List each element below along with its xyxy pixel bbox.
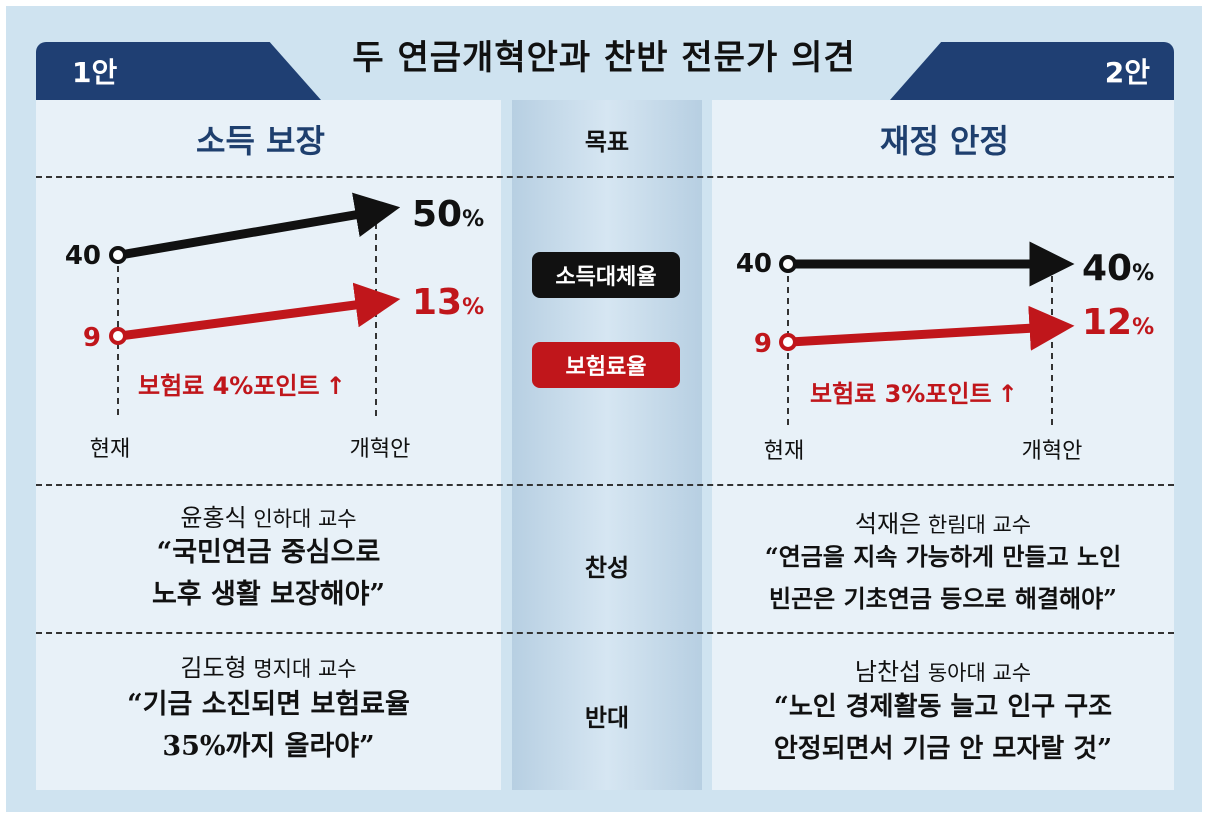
plan1-replacement-to: 50% <box>412 194 484 235</box>
plan1-con-affiliation: 명지대 교수 <box>253 657 357 681</box>
plan2-pro-quote-line1: “연금을 지속 가능하게 만들고 노인 <box>764 542 1122 571</box>
plan1-contribution-note: 보험료 4%포인트 ↑ <box>138 372 346 400</box>
plan1-x-label-current: 현재 <box>90 437 130 462</box>
plan2-replacement-start-dot <box>779 255 797 273</box>
plan1-contribution-from: 9 <box>83 323 101 353</box>
plan2-pro-quote: “연금을 지속 가능하게 만들고 노인 빈곤은 기초연금 등으로 해결해야” <box>712 536 1174 620</box>
plan2-contribution-note: 보험료 3%포인트 ↑ <box>810 380 1018 408</box>
plan1-contribution-to: 13% <box>412 282 484 323</box>
plan1-replacement-start-dot <box>109 246 127 264</box>
plan2-replacement-from: 40 <box>736 249 772 279</box>
goal-label: 목표 <box>584 128 630 156</box>
plan1-pro-affiliation: 인하대 교수 <box>253 507 357 531</box>
plan1-con-name: 김도형 <box>180 654 247 682</box>
plan1-contribution-start-dot <box>109 327 127 345</box>
divider-top <box>36 176 1174 178</box>
plan2-con-quote-line1: “노인 경제활동 늘고 인구 구조 <box>773 692 1113 722</box>
plan2-x-label-reform: 개혁안 <box>1022 439 1083 464</box>
plan1-pro-quote-line1: “국민연금 중심으로 <box>156 537 381 568</box>
plan1-con-quote-line1: “기금 소진되면 보험료율 <box>127 689 410 720</box>
plan2-con-affiliation: 동아대 교수 <box>927 661 1032 685</box>
page-title: 두 연금개혁안과 찬반 전문가 의견 <box>352 38 856 78</box>
plan1-replacement-from: 40 <box>65 241 101 271</box>
tab-plan1: 1안 <box>36 42 321 100</box>
plan2-con-expert: 남찬섭 동아대 교수 <box>712 652 1174 687</box>
plan2-pro-expert: 석재은 한림대 교수 <box>712 504 1174 539</box>
plan2-pro-name: 석재은 <box>854 510 922 538</box>
plan1-pro-name: 윤홍식 <box>180 504 247 532</box>
tab-plan2: 2안 <box>890 42 1174 100</box>
plan2-con-quote-line2: 안정되면서 기금 안 모자랄 것” <box>773 734 1113 764</box>
plan2-x-label-current: 현재 <box>764 439 804 464</box>
plan2-con-quote: “노인 경제활동 늘고 인구 구조 안정되면서 기금 안 모자랄 것” <box>712 686 1174 770</box>
plan2-contribution-to: 12% <box>1082 302 1154 343</box>
pro-label: 찬성 <box>584 554 630 582</box>
plan1-pro-quote: “국민연금 중심으로 노후 생활 보장해야” <box>36 532 501 616</box>
plan1-contribution-line <box>119 282 401 341</box>
divider-middle <box>36 484 1174 486</box>
divider-bottom <box>36 632 1174 634</box>
plan1-pro-expert: 윤홍식 인하대 교수 <box>36 498 501 533</box>
legend-contribution-rate: 보험료율 <box>532 342 680 388</box>
con-label: 반대 <box>584 704 630 732</box>
middle-column <box>512 100 702 790</box>
plan1-x-label-reform: 개혁안 <box>350 437 411 462</box>
plan1-con-quote-line2: 35%까지 올라야” <box>162 731 375 762</box>
plan2-replacement-to: 40% <box>1082 248 1154 289</box>
plan2-contribution-line <box>789 305 1075 351</box>
plan1-con-quote: “기금 소진되면 보험료율 35%까지 올라야” <box>36 684 501 768</box>
plan2-contribution-from: 9 <box>754 329 772 359</box>
plan1-panel <box>36 100 501 790</box>
plan2-pro-affiliation: 한림대 교수 <box>927 513 1032 537</box>
plan2-panel <box>712 100 1174 790</box>
plan1-goal: 소득 보장 <box>196 122 325 160</box>
plan1-pro-quote-line2: 노후 생활 보장해야” <box>151 579 386 610</box>
legend-replacement-rate: 소득대체율 <box>532 252 680 298</box>
plan2-pro-quote-line2: 빈곤은 기초연금 등으로 해결해야” <box>769 584 1117 613</box>
plan2-contribution-start-dot <box>779 333 797 351</box>
plan2-con-name: 남찬섭 <box>854 658 922 686</box>
plan2-goal: 재정 안정 <box>880 122 1009 160</box>
plan1-replacement-line <box>119 192 401 260</box>
plan1-con-expert: 김도형 명지대 교수 <box>36 648 501 683</box>
